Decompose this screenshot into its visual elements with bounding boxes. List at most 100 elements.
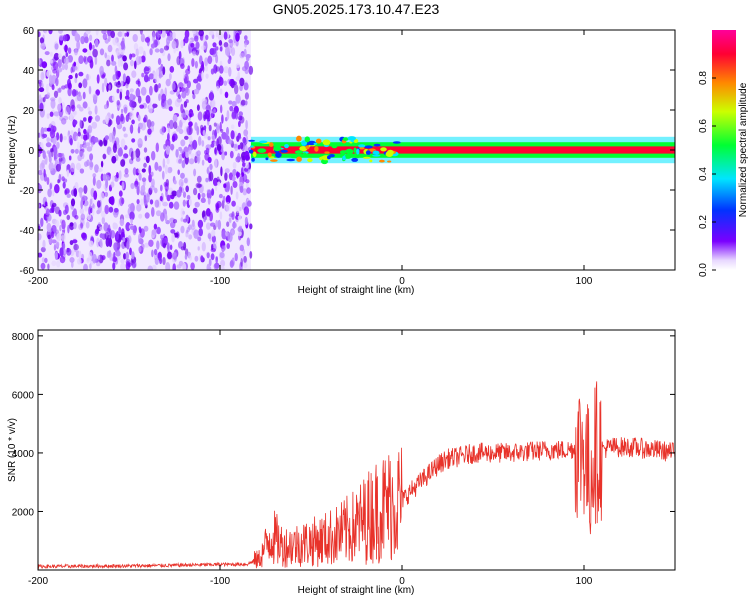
heatmap-noise-cell bbox=[74, 32, 79, 42]
heatmap-noise-cell bbox=[132, 34, 138, 42]
heatmap-noise-cell bbox=[190, 223, 196, 231]
y-tick-label: 60 bbox=[23, 26, 35, 37]
heatmap-noise-cell bbox=[140, 243, 145, 251]
heatmap-noise-cell bbox=[228, 66, 232, 77]
colorbar-tick-label: 0.4 bbox=[698, 167, 709, 181]
heatmap-noise-cell bbox=[103, 104, 108, 110]
heatmap-noise-cell bbox=[41, 61, 48, 69]
heatmap-band-cell bbox=[296, 135, 302, 142]
heatmap-noise-cell bbox=[169, 73, 172, 81]
heatmap-noise-cell bbox=[190, 262, 195, 270]
heatmap-noise-cell bbox=[188, 135, 193, 145]
heatmap-noise-cell bbox=[165, 145, 171, 155]
heatmap-noise-cell bbox=[204, 152, 210, 161]
heatmap-noise-cell bbox=[57, 59, 62, 68]
heatmap-noise-cell bbox=[64, 189, 68, 196]
heatmap-noise-cell bbox=[125, 114, 130, 122]
heatmap-noise-cell bbox=[140, 55, 146, 63]
snr-frame bbox=[37, 329, 676, 571]
heatmap-noise-cell bbox=[158, 93, 161, 101]
heatmap-noise-cell bbox=[205, 34, 209, 41]
heatmap-noise-cell bbox=[116, 230, 119, 241]
heatmap-noise-cell bbox=[112, 262, 116, 270]
heatmap-noise-cell bbox=[180, 225, 185, 234]
heatmap-noise-cell bbox=[197, 111, 203, 121]
heatmap-noise-cell bbox=[70, 162, 76, 173]
heatmap-noise-cell bbox=[154, 199, 160, 208]
heatmap-noise-cell bbox=[159, 195, 163, 202]
heatmap-noise-cell bbox=[152, 103, 155, 110]
heatmap-noise-cell bbox=[82, 101, 88, 109]
x-tick-label: -200 bbox=[28, 576, 48, 587]
heatmap-noise-cell bbox=[227, 232, 233, 243]
heatmap-noise-cell bbox=[45, 208, 50, 218]
heatmap-noise-cell bbox=[194, 60, 198, 69]
heatmap-noise-cell bbox=[143, 117, 147, 123]
heatmap-noise-cell bbox=[160, 184, 163, 192]
heatmap-panel: -200 -100 0 100 60 40 20 0 -20 -40 -60 Height of … bbox=[7, 26, 676, 296]
heatmap-band-cell bbox=[380, 147, 387, 152]
heatmap-noise-cell bbox=[38, 184, 43, 194]
heatmap-noise-cell bbox=[220, 104, 223, 114]
heatmap-band-cell bbox=[345, 148, 354, 155]
heatmap-noise-cell bbox=[185, 68, 191, 75]
heatmap-noise-cell bbox=[185, 233, 189, 238]
heatmap-noise-cell bbox=[52, 68, 57, 74]
heatmap-noise-cell bbox=[104, 191, 109, 198]
heatmap-noise-cell bbox=[238, 111, 243, 117]
heatmap-plot-area bbox=[38, 30, 675, 270]
heatmap-noise-cell bbox=[125, 75, 131, 85]
heatmap-noise-cell bbox=[215, 66, 220, 72]
heatmap-noise-cell bbox=[118, 44, 122, 51]
heatmap-noise-cell bbox=[140, 86, 147, 96]
heatmap-noise-cell bbox=[229, 105, 234, 112]
heatmap-noise-cell bbox=[180, 172, 185, 179]
heatmap-noise-cell bbox=[88, 110, 93, 116]
heatmap-noise-cell bbox=[131, 251, 135, 260]
heatmap-noise-cell bbox=[77, 141, 80, 151]
heatmap-noise-cell bbox=[58, 87, 62, 93]
heatmap-noise-cell bbox=[205, 177, 209, 183]
heatmap-noise-cell bbox=[44, 51, 50, 56]
heatmap-band-cell bbox=[351, 157, 359, 162]
heatmap-noise-cell bbox=[122, 237, 126, 243]
heatmap-noise-cell bbox=[42, 127, 49, 132]
heatmap-noise-cell bbox=[169, 66, 175, 73]
heatmap-noise-cell bbox=[131, 119, 135, 125]
heatmap-noise-cell bbox=[56, 141, 60, 149]
heatmap-noise-cell bbox=[158, 73, 162, 79]
heatmap-noise-cell bbox=[226, 243, 230, 249]
heatmap-noise-cell bbox=[193, 187, 198, 196]
heatmap-noise-cell bbox=[168, 106, 173, 112]
heatmap-noise-cell bbox=[117, 147, 124, 157]
heatmap-noise-cell bbox=[51, 239, 57, 244]
heatmap-noise-cell bbox=[229, 78, 234, 87]
heatmap-noise-cell bbox=[228, 100, 233, 105]
heatmap-noise-cell bbox=[246, 200, 252, 207]
heatmap-noise-cell bbox=[201, 60, 205, 71]
heatmap-noise-cell bbox=[44, 257, 48, 264]
heatmap-noise-cell bbox=[112, 222, 118, 230]
heatmap-noise-cell bbox=[221, 245, 225, 253]
heatmap-noise-cell bbox=[177, 169, 180, 175]
heatmap-y-label: Frequency (Hz) bbox=[7, 116, 18, 185]
heatmap-noise-cell bbox=[40, 71, 45, 81]
heatmap-noise-cell bbox=[218, 40, 223, 46]
heatmap-noise-cell bbox=[153, 223, 158, 230]
heatmap-noise-cell bbox=[129, 93, 134, 100]
heatmap-noise-cell bbox=[123, 106, 128, 114]
heatmap-noise-cell bbox=[149, 199, 154, 205]
heatmap-noise-cell bbox=[138, 233, 141, 244]
heatmap-noise-cell bbox=[132, 167, 137, 176]
heatmap-noise-cell bbox=[116, 88, 120, 94]
heatmap-noise-cell bbox=[239, 244, 244, 252]
heatmap-noise-cell bbox=[59, 133, 63, 143]
heatmap-noise-cell bbox=[192, 207, 198, 214]
x-tick-label: -200 bbox=[28, 276, 48, 287]
heatmap-noise-cell bbox=[230, 185, 233, 195]
heatmap-noise-cell bbox=[227, 58, 231, 64]
heatmap-noise-cell bbox=[172, 263, 176, 270]
heatmap-noise-cell bbox=[76, 94, 83, 102]
heatmap-noise-cell bbox=[89, 153, 94, 161]
heatmap-noise-cell bbox=[83, 117, 87, 122]
